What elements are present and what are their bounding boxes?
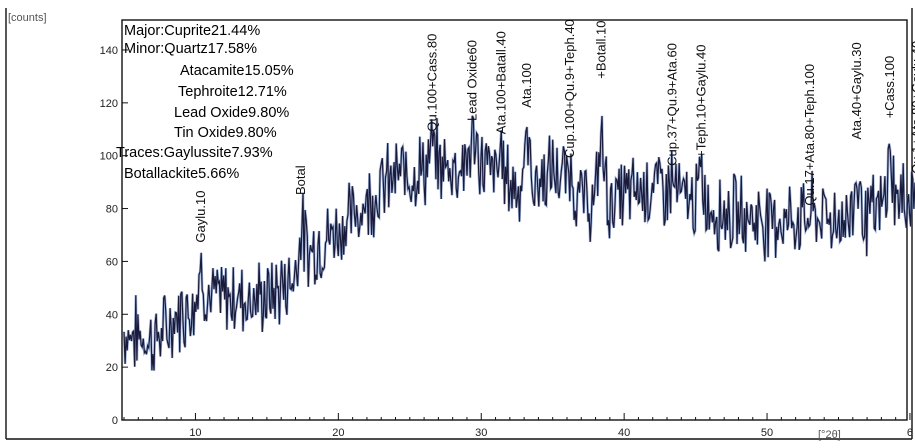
x-tick-label: 10 — [189, 427, 201, 439]
peak-label: Ata.100 — [519, 63, 534, 108]
phase-line-botallackite: Botallackite5.66% — [124, 166, 239, 182]
y-axis-ticks: 0 20 40 60 80 100 120 140 — [100, 45, 128, 427]
y-unit-label: [counts] — [8, 12, 47, 24]
y-tick-label: 140 — [100, 45, 118, 57]
phase-line-traces: Traces:Gaylussite7.93% — [116, 145, 273, 161]
peak-label: +Cass.100 — [882, 56, 897, 119]
y-tick-label: 60 — [106, 256, 118, 268]
x-tick-label: 20 — [332, 427, 344, 439]
x-tick-label: 6 — [907, 427, 913, 439]
series-line — [123, 115, 915, 371]
y-tick-label: 120 — [100, 98, 118, 110]
phase-line-minor: Minor:Quartz17.58% — [124, 41, 257, 57]
peak-label: Lead Oxide60 — [465, 40, 480, 121]
phase-line-major: Major:Cuprite21.44% — [124, 23, 260, 39]
peak-label: +Botall.10 — [593, 21, 608, 79]
x-axis-ticks: 10 20 30 40 50 6 — [123, 413, 913, 439]
y-tick-label: 40 — [106, 309, 118, 321]
phase-line-tin-oxide: Tin Oxide9.80% — [174, 125, 277, 141]
peak-label: Cup.100+Qu.9+Teph.40 — [562, 19, 577, 158]
peak-label: +Teph.10+Gaylu.40 — [693, 45, 708, 158]
peak-label: Ata.40+Gaylu.30 — [849, 42, 864, 139]
y-tick-label: 0 — [112, 415, 118, 427]
x-tick-label: 40 — [618, 427, 630, 439]
y-tick-label: 20 — [106, 362, 118, 374]
peak-label: Gaylu.10 — [193, 191, 208, 243]
y-tick-label: 100 — [100, 151, 118, 163]
peak-labels: Gaylu.10 Botal Qu.100+Cass.80 Lead Oxide60 A… — [193, 19, 915, 242]
phase-line-lead-oxide: Lead Oxide9.80% — [174, 105, 289, 121]
diffraction-series — [122, 115, 915, 371]
phase-line-atacamite: Atacamite15.05% — [180, 63, 294, 79]
y-tick-label: 80 — [106, 204, 118, 216]
peak-label: Ata.100+Batall.40 — [493, 31, 508, 134]
x-tick-label: 30 — [475, 427, 487, 439]
x-tick-label: 50 — [761, 427, 773, 439]
peak-label: Qu.1+Ata.80+Gaylu.40 — [909, 41, 915, 174]
x-unit-label: [°2θ] — [818, 429, 841, 441]
peak-label: Botal — [293, 165, 308, 195]
peak-label: Qu.100+Cass.80 — [425, 34, 440, 132]
peak-label: Cup.37+Qu.9+Ata.60 — [665, 43, 680, 166]
peak-label: Qu.17+Ata.80+Teph.100 — [802, 64, 817, 206]
phase-line-tephroite: Tephroite12.71% — [178, 84, 287, 100]
